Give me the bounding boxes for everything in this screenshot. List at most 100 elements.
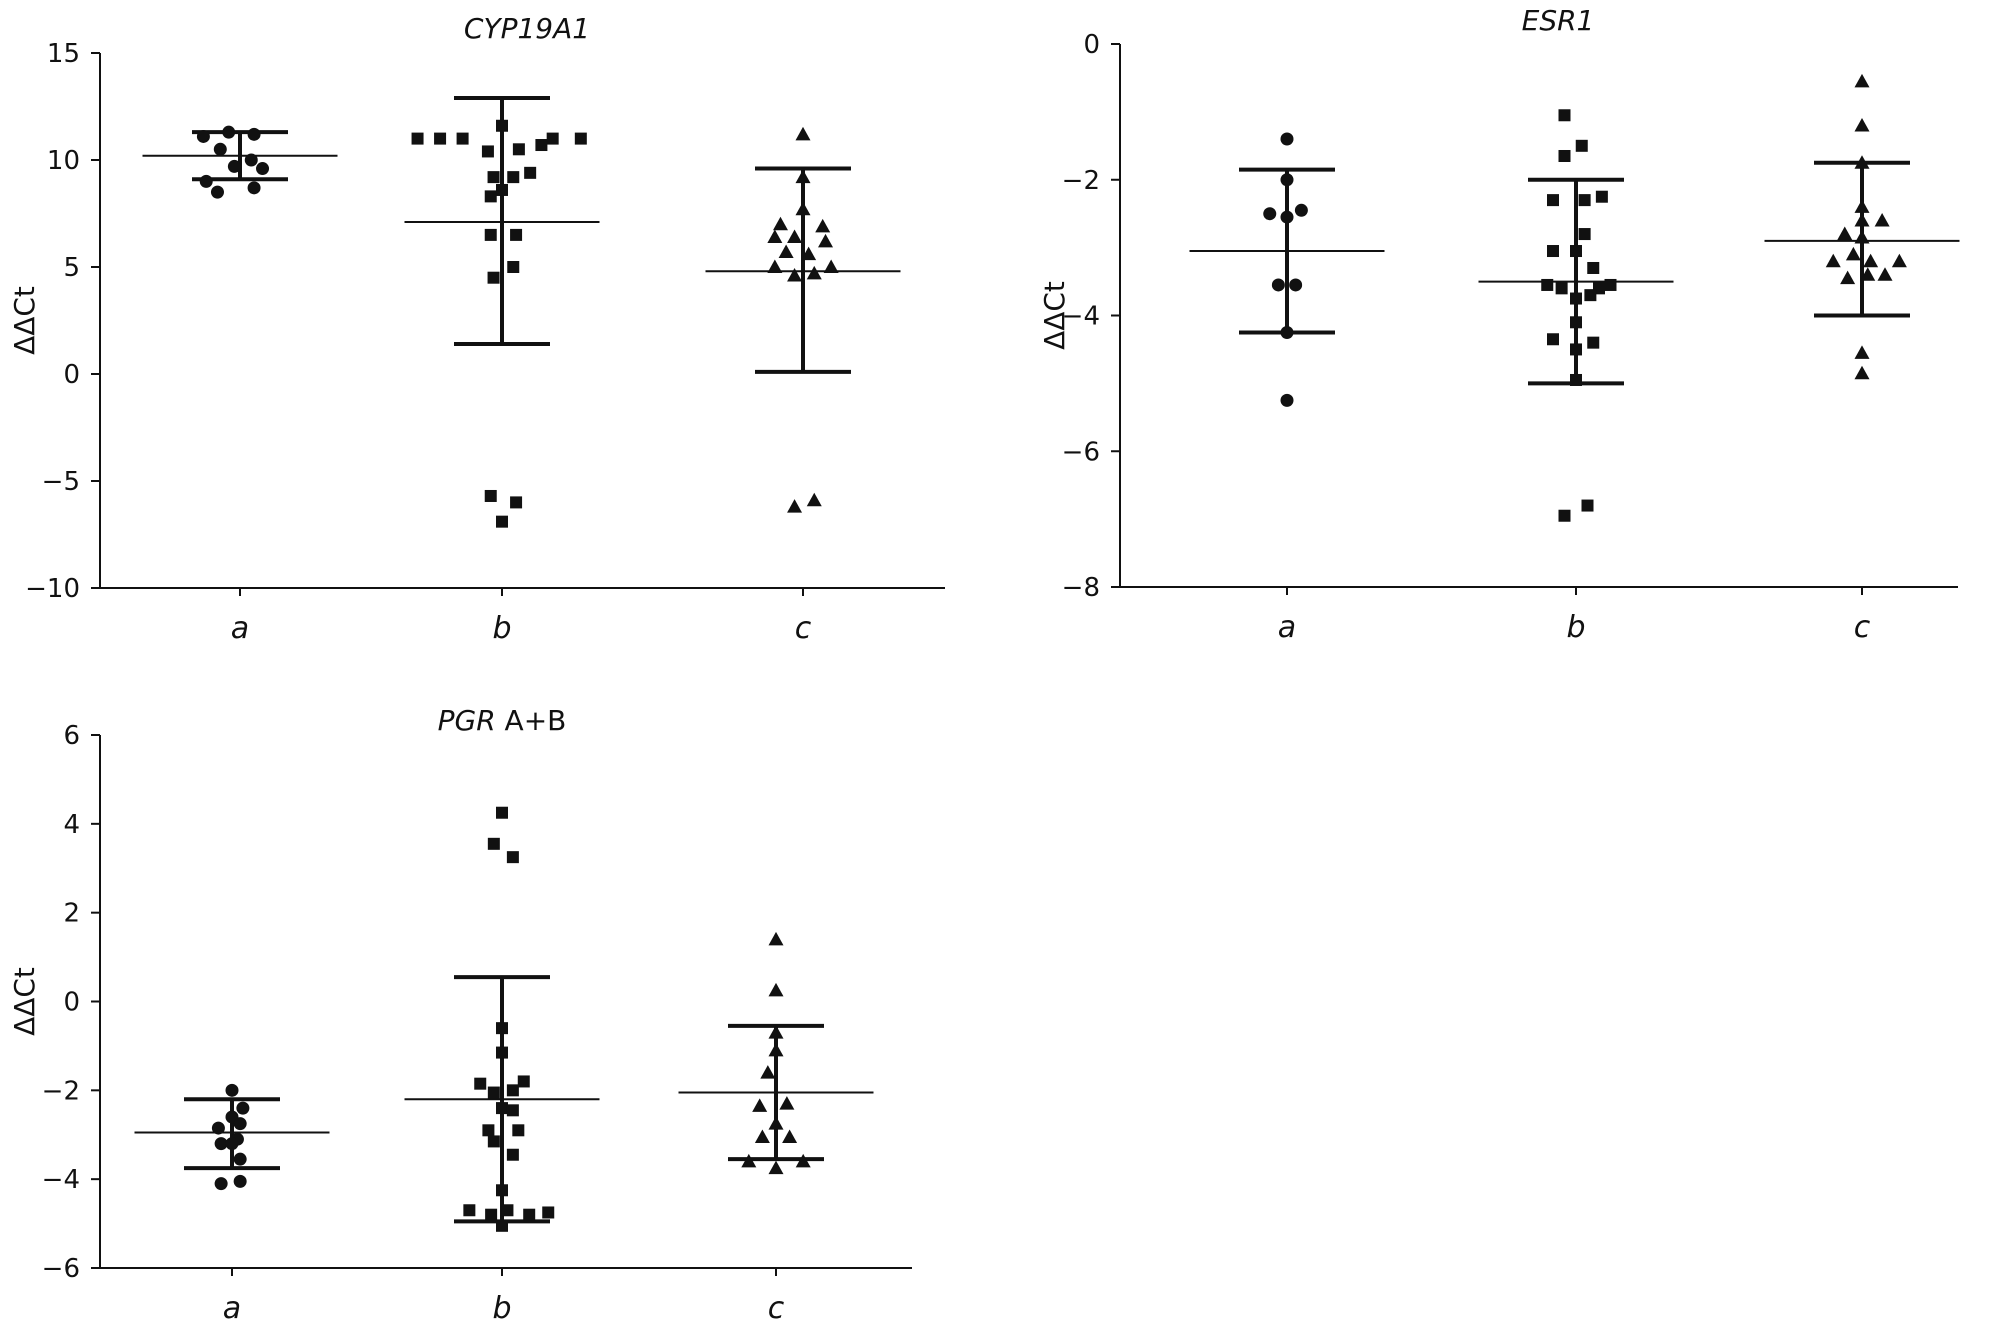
y-tick-label: 10 bbox=[47, 146, 80, 176]
data-point bbox=[1854, 365, 1870, 380]
data-point bbox=[1555, 282, 1568, 295]
data-point bbox=[767, 229, 783, 244]
group-c bbox=[705, 126, 901, 513]
data-point bbox=[496, 1102, 508, 1115]
data-point bbox=[1547, 333, 1559, 346]
y-axis-label: ΔΔCt bbox=[8, 967, 41, 1036]
chart-panel-2: 0 −2 −4 −6 −8 a b c ESR1 ΔΔCt bbox=[1038, 4, 1960, 645]
chart-panel-3: 6 4 2 0 −2 −4 −6 a b c PGR A+B ΔΔCt bbox=[8, 704, 912, 1326]
group-c bbox=[678, 931, 874, 1175]
data-point bbox=[244, 153, 258, 167]
data-point bbox=[196, 129, 210, 143]
y-tick-label: −2 bbox=[42, 1076, 80, 1106]
category-label-b: b bbox=[492, 611, 511, 646]
data-point bbox=[496, 1022, 508, 1035]
data-point bbox=[1280, 210, 1294, 224]
data-point bbox=[210, 185, 224, 199]
data-point bbox=[506, 851, 519, 864]
data-point bbox=[1294, 203, 1308, 217]
y-tick-label: −5 bbox=[42, 467, 80, 497]
data-point bbox=[481, 145, 494, 158]
data-point bbox=[1860, 267, 1876, 281]
data-point bbox=[211, 1121, 225, 1135]
data-point bbox=[512, 1124, 525, 1137]
data-point bbox=[768, 982, 784, 997]
group-b bbox=[1478, 109, 1674, 522]
data-point bbox=[434, 132, 447, 145]
data-point bbox=[782, 1129, 798, 1143]
data-point bbox=[787, 499, 803, 513]
data-point bbox=[225, 1137, 239, 1151]
data-point bbox=[482, 1124, 495, 1137]
data-point bbox=[795, 126, 811, 141]
data-point bbox=[506, 1084, 519, 1097]
y-tick-label: −10 bbox=[25, 574, 80, 604]
y-tick-label: −8 bbox=[1062, 573, 1100, 603]
data-point bbox=[463, 1204, 476, 1217]
group-a bbox=[142, 125, 338, 199]
data-point bbox=[1263, 207, 1277, 221]
category-label-a: a bbox=[1278, 610, 1296, 645]
data-point bbox=[496, 119, 508, 132]
data-point bbox=[1547, 194, 1559, 207]
data-point bbox=[778, 244, 794, 259]
data-point bbox=[507, 261, 520, 273]
data-point bbox=[1863, 253, 1879, 268]
y-tick-label: −4 bbox=[42, 1165, 80, 1195]
data-point bbox=[823, 259, 839, 273]
data-point bbox=[512, 143, 525, 156]
data-point bbox=[225, 1083, 239, 1097]
data-point bbox=[1547, 245, 1559, 258]
data-point bbox=[510, 228, 523, 241]
data-point bbox=[1854, 73, 1870, 88]
data-point bbox=[233, 1174, 247, 1188]
y-tick-label: 2 bbox=[63, 899, 80, 929]
y-tick-label: 0 bbox=[63, 988, 80, 1018]
chart-panel-1: 15 10 5 0 −5 −10 a b c CYP19A1 ΔΔCt bbox=[8, 12, 945, 646]
data-point bbox=[1604, 278, 1617, 291]
data-point bbox=[1558, 109, 1571, 122]
data-point bbox=[768, 931, 784, 946]
data-point bbox=[801, 246, 817, 261]
data-point bbox=[233, 1117, 247, 1131]
y-axis-label: ΔΔCt bbox=[8, 286, 41, 355]
data-point bbox=[1595, 190, 1608, 203]
data-point bbox=[517, 1075, 530, 1088]
chart-title: ESR1 bbox=[1522, 4, 1595, 37]
y-tick-label: 0 bbox=[1083, 30, 1100, 60]
data-point bbox=[484, 489, 497, 502]
data-point bbox=[754, 1129, 770, 1143]
data-point bbox=[1825, 253, 1841, 268]
data-point bbox=[535, 139, 548, 152]
data-point bbox=[1280, 132, 1294, 146]
data-point bbox=[496, 1184, 508, 1197]
data-point bbox=[760, 1065, 776, 1079]
data-point bbox=[806, 492, 822, 507]
chart-title: PGR A+B bbox=[438, 704, 567, 737]
group-a bbox=[134, 1083, 330, 1191]
data-point bbox=[1541, 278, 1554, 291]
data-point bbox=[1837, 226, 1853, 241]
data-point bbox=[1578, 228, 1591, 241]
data-point bbox=[768, 1116, 784, 1130]
data-point bbox=[1845, 246, 1861, 261]
data-point bbox=[487, 171, 500, 184]
data-point bbox=[487, 837, 500, 850]
data-point bbox=[1558, 149, 1571, 162]
data-point bbox=[1570, 316, 1582, 329]
data-point bbox=[256, 162, 270, 176]
data-point bbox=[795, 169, 811, 184]
category-label-a: a bbox=[223, 1291, 241, 1326]
data-point bbox=[487, 271, 500, 284]
group-a bbox=[1189, 132, 1385, 407]
data-point bbox=[501, 1204, 514, 1217]
data-point bbox=[214, 1137, 228, 1151]
data-point bbox=[1854, 229, 1870, 244]
y-tick-label: −6 bbox=[42, 1254, 80, 1284]
category-label-b: b bbox=[1566, 610, 1585, 645]
data-point bbox=[768, 1160, 784, 1175]
data-point bbox=[523, 1208, 536, 1221]
data-point bbox=[507, 171, 520, 184]
data-point bbox=[487, 1135, 500, 1148]
